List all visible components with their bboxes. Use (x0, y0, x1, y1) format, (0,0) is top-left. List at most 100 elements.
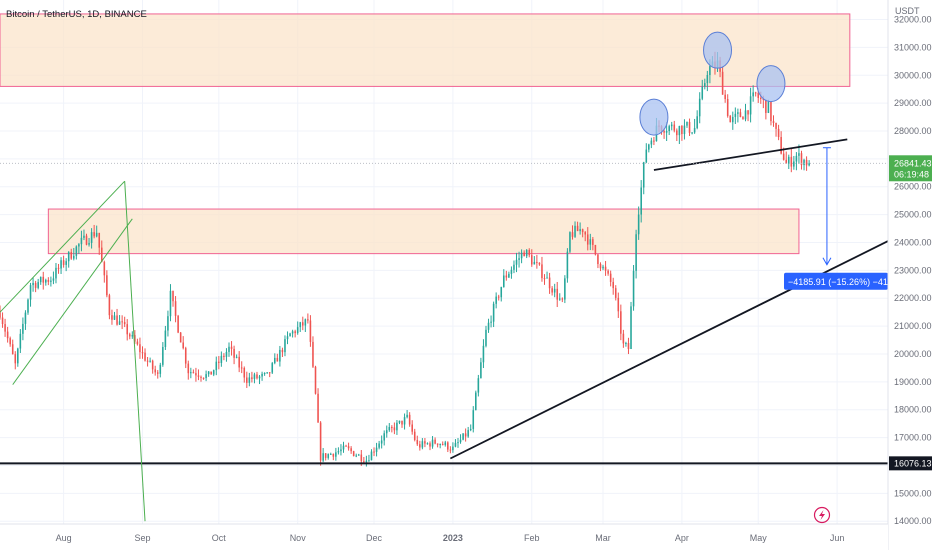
head-circle (703, 31, 733, 69)
candle-body (701, 86, 704, 99)
candle-body (408, 414, 411, 425)
time-tick-label: Oct (212, 533, 227, 543)
candle-body (632, 270, 635, 307)
candle-body (27, 299, 29, 313)
candle-body (777, 128, 780, 138)
candle-body (688, 122, 691, 133)
candle-body (52, 278, 55, 281)
candle-body (368, 460, 370, 462)
candle-body (543, 278, 546, 280)
candle-body (385, 430, 388, 434)
candle-body (744, 110, 747, 120)
candle-body (218, 361, 220, 363)
candle-body (759, 97, 762, 99)
candle-body (146, 360, 149, 362)
candle-body (622, 333, 625, 344)
candle-body (775, 122, 777, 129)
candle-body (50, 280, 52, 282)
candle-body (635, 234, 637, 271)
drawings-layer[interactable]: −4185.91 (−15.26%) −418591 (0, 138, 908, 522)
candle-body (594, 244, 597, 255)
candle-body (576, 225, 579, 232)
candle-body (592, 239, 594, 245)
candle-body (167, 316, 169, 331)
candle-body (704, 83, 706, 87)
candle-body (441, 443, 444, 445)
candle-body (589, 239, 592, 245)
candle-body (42, 276, 45, 283)
candle-body (47, 279, 50, 282)
candle-body (9, 338, 11, 345)
candle-body (439, 443, 441, 445)
candle-body (60, 260, 62, 269)
candle-body (419, 444, 421, 448)
candle-body (57, 267, 60, 269)
candle-body (284, 339, 286, 353)
candle-body (75, 246, 78, 256)
candle-body (317, 393, 319, 423)
candle-body (195, 373, 197, 376)
candle-body (411, 424, 413, 432)
circles-layer[interactable] (639, 31, 786, 136)
candle-body (536, 261, 538, 263)
candle-body (795, 155, 798, 162)
candle-body (380, 440, 383, 444)
candle-body (398, 420, 401, 423)
candle-body (263, 372, 266, 374)
candle-body (90, 232, 93, 243)
candle-body (495, 296, 497, 304)
candle-body (803, 159, 805, 166)
candle-body (681, 126, 683, 135)
candle-body (14, 354, 17, 364)
candle-body (721, 71, 724, 95)
candle-body (691, 132, 693, 134)
candle-body (757, 93, 760, 98)
candle-body (492, 303, 495, 322)
candle-body (365, 460, 368, 463)
candle-body (200, 376, 202, 378)
candle-body (162, 346, 164, 365)
candle-body (156, 372, 159, 374)
candle-body (800, 153, 803, 166)
left-shoulder-circle (639, 98, 669, 136)
candle-body (261, 373, 263, 377)
candle-body (431, 439, 434, 447)
price-axis[interactable]: 14000.0015000.0016000.0017000.0018000.00… (887, 0, 932, 550)
price-tick-label: 24000.00 (894, 237, 932, 247)
price-tick-label: 23000.00 (894, 265, 932, 275)
candle-body (696, 116, 698, 129)
candle-body (29, 285, 32, 300)
candle-body (314, 366, 317, 394)
candle-body (421, 441, 424, 448)
candle-body (726, 99, 729, 116)
candle-body (266, 372, 268, 374)
candle-body (737, 112, 739, 114)
candle-body (72, 255, 75, 259)
price-tick-label: 32000.00 (894, 15, 932, 25)
candles-layer (0, 51, 810, 467)
candle-body (0, 312, 1, 318)
candle-body (452, 446, 454, 451)
candle-body (233, 348, 235, 358)
candle-body (274, 357, 276, 364)
lightning-bolt-icon[interactable] (813, 506, 831, 524)
candle-body (184, 348, 187, 364)
candle-body (212, 370, 215, 375)
current-price-tag (889, 155, 932, 182)
candle-body (396, 422, 398, 431)
candle-body (625, 343, 627, 345)
candle-body (676, 130, 678, 136)
time-axis[interactable]: Aug Sep Oct Nov Dec 2023 Feb Mar Apr May Jun (0, 523, 888, 550)
candle-body (553, 288, 556, 293)
candle-body (724, 94, 726, 100)
candle-body (276, 357, 279, 362)
candle-body (134, 335, 136, 342)
candle-body (205, 374, 207, 379)
candle-body (513, 264, 515, 270)
candle-body (164, 330, 167, 347)
candle-body (304, 319, 307, 326)
candle-body (123, 322, 126, 325)
candle-body (32, 282, 34, 286)
candle-body (83, 235, 85, 238)
